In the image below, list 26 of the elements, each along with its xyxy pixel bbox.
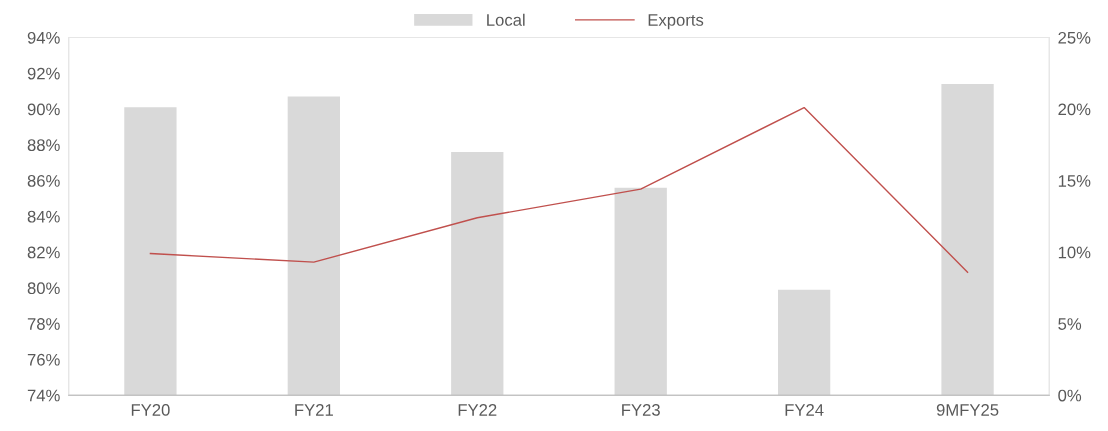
legend-label: Exports <box>648 14 704 30</box>
y-tick-label: 90% <box>27 103 60 116</box>
x-tick-label: FY22 <box>458 404 497 416</box>
y2-tick-label: 10% <box>1058 246 1091 259</box>
x-tick-label: FY23 <box>622 404 660 416</box>
y2-tick-label: 25% <box>1058 31 1091 44</box>
y-tick-label: 92% <box>27 67 60 80</box>
y-tick-label: 94% <box>27 31 60 44</box>
y2-tick-label: 0% <box>1058 389 1082 402</box>
x-tick-label: FY21 <box>295 404 333 416</box>
line-series <box>149 106 969 273</box>
x-tick-label: 9MFY25 <box>936 404 999 416</box>
y-tick-label: 80% <box>27 282 60 295</box>
y-tick-label: 78% <box>27 318 60 330</box>
y2-tick-label: 15% <box>1058 175 1091 187</box>
y-tick-label: 76% <box>27 353 60 366</box>
y2-tick-label: 20% <box>1058 103 1091 116</box>
x-tick-label: FY20 <box>131 404 170 416</box>
y-tick-label: 84% <box>27 210 60 223</box>
y-tick-label: 74% <box>27 389 60 402</box>
y-tick-label: 82% <box>27 246 60 259</box>
y-tick-label: 88% <box>27 139 60 152</box>
x-tick-label: FY24 <box>785 404 824 416</box>
y-tick-label: 86% <box>27 174 60 187</box>
y2-tick-label: 5% <box>1058 318 1082 330</box>
legend-label: Local <box>487 13 525 26</box>
